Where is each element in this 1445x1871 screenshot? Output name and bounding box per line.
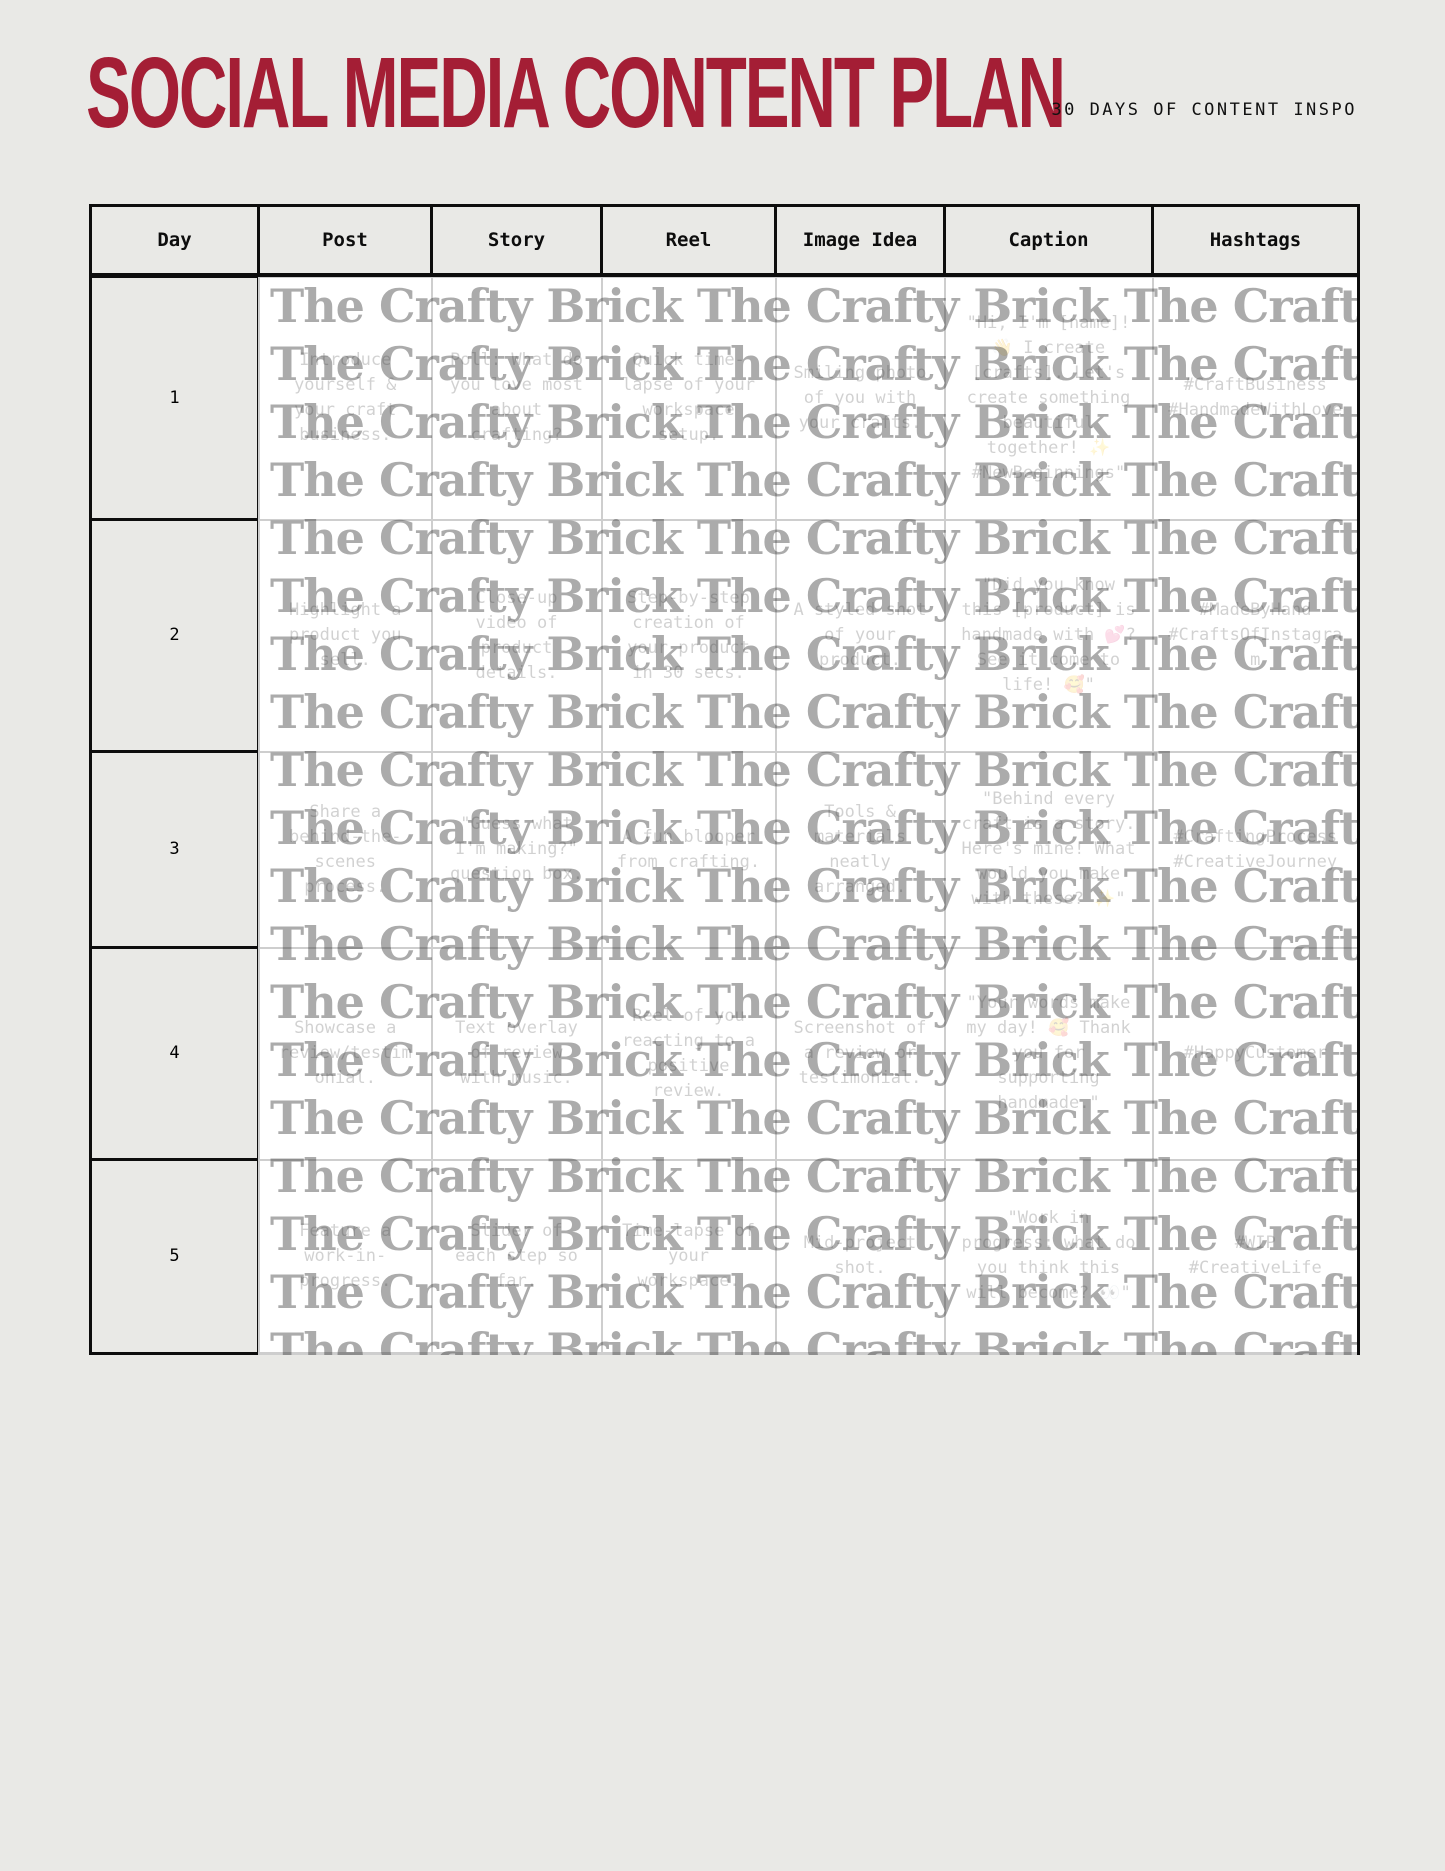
caption-cell: "Hi, I'm [name]! 👋 I create [crafts]. Le… <box>943 274 1154 521</box>
story-cell: "Guess what I'm making?" question box. <box>430 750 603 949</box>
story-cell: Poll: What do you love most about crafti… <box>430 274 603 521</box>
header-row: Day Post Story Reel Image Idea Caption H… <box>89 204 1360 278</box>
day-cell: 3 <box>89 750 260 949</box>
hashtags-cell: #MadeByHand #CraftsOfInstagram <box>1151 518 1360 753</box>
day-cell: 2 <box>89 518 260 753</box>
hashtags-cell: #CraftBusiness #HandmadeWithLove <box>1151 274 1360 521</box>
table-row: 1 Introduce yourself & your craft busine… <box>89 274 1360 521</box>
col-header-reel: Reel <box>600 204 777 278</box>
image-idea-cell: Smiling photo of you with your crafts. <box>774 274 946 521</box>
image-idea-cell: A styled shot of your product. <box>774 518 946 753</box>
post-cell: Showcase a review/testimonial. <box>257 946 433 1161</box>
table-row: 5 Feature a work-in-progress. Slider of … <box>89 1158 1360 1355</box>
page-title: SOCIAL MEDIA CONTENT PLAN <box>86 37 1066 150</box>
story-cell: Slider of each step so far. <box>430 1158 603 1355</box>
post-cell: Share a behind-the-scenes process. <box>257 750 433 949</box>
day-cell: 5 <box>89 1158 260 1355</box>
post-cell: Introduce yourself & your craft business… <box>257 274 433 521</box>
hashtags-cell: #HappyCustomer <box>1151 946 1360 1161</box>
story-cell: Text overlay of review with music. <box>430 946 603 1161</box>
table-row: 3 Share a behind-the-scenes process. "Gu… <box>89 750 1360 949</box>
page-subtitle: 30 DAYS OF CONTENT INSPO <box>1051 100 1357 120</box>
reel-cell: A fun blooper from crafting. <box>600 750 777 949</box>
caption-cell: "Work in progress: what do you think thi… <box>943 1158 1154 1355</box>
col-header-image-idea: Image Idea <box>774 204 946 278</box>
story-cell: Close-up video of product details. <box>430 518 603 753</box>
post-cell: Highlight a product you sell. <box>257 518 433 753</box>
caption-cell: "Behind every craft is a story. Here's m… <box>943 750 1154 949</box>
col-header-post: Post <box>257 204 433 278</box>
day-cell: 4 <box>89 946 260 1161</box>
hashtags-cell: #CraftingProcess #CreativeJourney <box>1151 750 1360 949</box>
table-row: 4 Showcase a review/testimonial. Text ov… <box>89 946 1360 1161</box>
reel-cell: Time-lapse of your workspace. <box>600 1158 777 1355</box>
image-idea-cell: Mid-project shot. <box>774 1158 946 1355</box>
content-plan-table-wrap: Day Post Story Reel Image Idea Caption H… <box>89 204 1360 1355</box>
post-cell: Feature a work-in-progress. <box>257 1158 433 1355</box>
caption-cell: "Did you know this [product] is handmade… <box>943 518 1154 753</box>
day-cell: 1 <box>89 274 260 521</box>
reel-cell: Quick time-lapse of your workspace setup… <box>600 274 777 521</box>
col-header-caption: Caption <box>943 204 1154 278</box>
hashtags-cell: #WIP #CreativeLife <box>1151 1158 1360 1355</box>
caption-cell: "Your words make my day! 🥰 Thank you for… <box>943 946 1154 1161</box>
table-row: 2 Highlight a product you sell. Close-up… <box>89 518 1360 753</box>
reel-cell: Reel of you reacting to a positive revie… <box>600 946 777 1161</box>
image-idea-cell: Tools & materials neatly arranged. <box>774 750 946 949</box>
col-header-day: Day <box>89 204 260 278</box>
content-plan-table: Day Post Story Reel Image Idea Caption H… <box>89 204 1360 1355</box>
col-header-story: Story <box>430 204 603 278</box>
image-idea-cell: Screenshot of a review or testimonial. <box>774 946 946 1161</box>
col-header-hashtags: Hashtags <box>1151 204 1360 278</box>
reel-cell: Step-by-step creation of your product in… <box>600 518 777 753</box>
